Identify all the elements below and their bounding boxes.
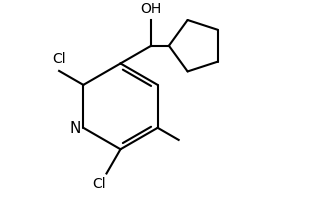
Text: Cl: Cl (92, 177, 106, 191)
Text: N: N (69, 121, 81, 136)
Text: Cl: Cl (52, 52, 66, 66)
Text: OH: OH (140, 2, 162, 16)
